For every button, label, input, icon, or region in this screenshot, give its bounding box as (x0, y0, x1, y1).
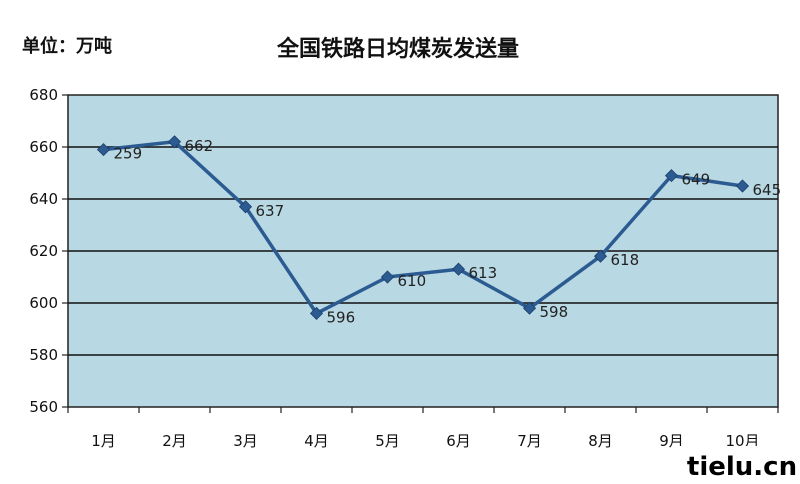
x-tick-label: 7月 (517, 432, 542, 450)
watermark: tielu.cn (687, 452, 797, 482)
x-tick-label: 2月 (162, 432, 187, 450)
data-label: 649 (682, 171, 711, 189)
grid-lines (68, 146, 778, 356)
x-tick-label: 4月 (304, 432, 329, 450)
data-label: 596 (327, 308, 356, 326)
x-tick-label: 3月 (233, 432, 258, 450)
unit-label: 单位：万吨 (22, 35, 112, 57)
data-label: 610 (398, 272, 427, 290)
data-label: 613 (469, 264, 498, 282)
data-label: 259 (114, 145, 143, 163)
data-point (309, 306, 324, 320)
data-point (735, 179, 750, 193)
series-line (103, 140, 743, 316)
data-point (238, 200, 253, 214)
x-tick-label: 10月 (725, 432, 759, 450)
data-point (167, 135, 182, 149)
data-point (593, 249, 608, 263)
x-tick-label: 8月 (588, 432, 613, 450)
data-label: 662 (185, 137, 214, 155)
y-tick-label: 600 (29, 294, 58, 312)
data-point (451, 262, 466, 276)
x-tick-label: 9月 (659, 432, 684, 450)
data-label: 598 (540, 303, 569, 321)
x-tick-label: 5月 (375, 432, 400, 450)
x-tick-label: 6月 (446, 432, 471, 450)
y-tick-label: 620 (29, 242, 58, 260)
data-point (380, 270, 395, 284)
data-label: 618 (611, 251, 640, 269)
chart-title: 全国铁路日均煤炭发送量 (276, 36, 519, 62)
series-line-group (96, 135, 750, 320)
data-labels: 259 662 637 596 610 613 598 618 649 645 (114, 137, 782, 327)
y-axis-ticks: 680 660 640 620 600 580 560 (29, 86, 68, 416)
x-axis-ticks: 1月 2月 3月 4月 5月 6月 7月 8月 9月 10月 (67, 407, 779, 450)
watermark-background (676, 446, 800, 484)
data-label: 637 (256, 202, 285, 220)
data-point (96, 143, 111, 157)
y-tick-label: 560 (29, 398, 58, 416)
x-tick-label: 1月 (91, 432, 116, 450)
data-point (664, 169, 679, 183)
y-tick-label: 580 (29, 346, 58, 364)
data-point (522, 301, 537, 315)
data-label: 645 (753, 181, 782, 199)
y-tick-label: 640 (29, 190, 58, 208)
y-tick-label: 680 (29, 86, 58, 104)
y-tick-label: 660 (29, 138, 58, 156)
